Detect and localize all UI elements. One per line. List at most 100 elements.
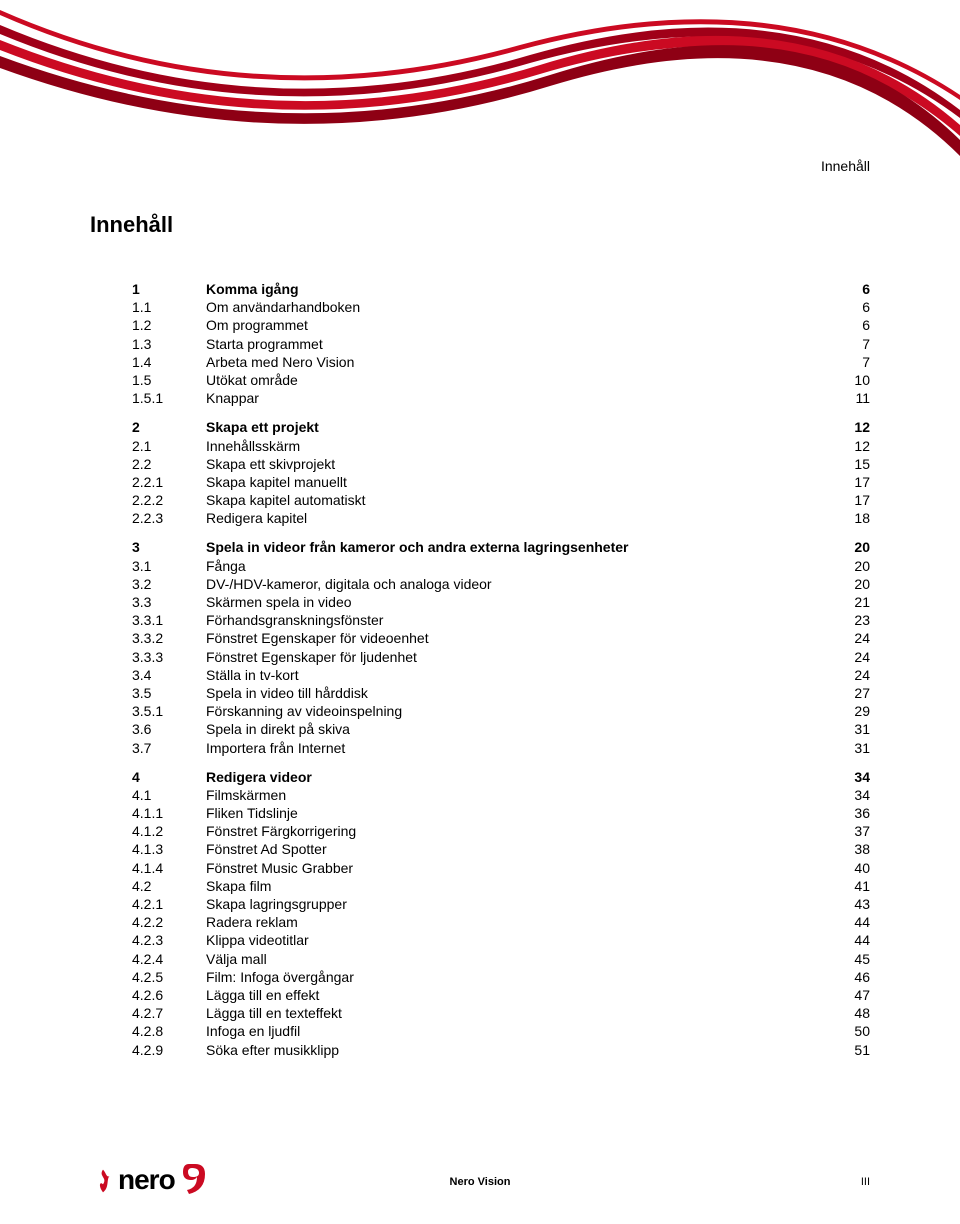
toc-row[interactable]: 4Redigera videor34 (132, 768, 870, 786)
toc-row[interactable]: 2.2.1Skapa kapitel manuellt17 (132, 473, 870, 491)
toc-row[interactable]: 3.3.1Förhandsgranskningsfönster23 (132, 611, 870, 629)
toc-section-title: Ställa in tv-kort (206, 666, 830, 684)
toc-section-title: Fönstret Egenskaper för ljudenhet (206, 648, 830, 666)
toc-section-title: Importera från Internet (206, 739, 830, 757)
toc-section-title: Lägga till en texteffekt (206, 1004, 830, 1022)
toc-row[interactable]: 4.1.2Fönstret Färgkorrigering37 (132, 822, 870, 840)
toc-row[interactable]: 4.2.4Välja mall45 (132, 950, 870, 968)
toc-section-number: 2.2.3 (132, 509, 206, 527)
toc-row[interactable]: 2.2.2Skapa kapitel automatiskt17 (132, 491, 870, 509)
toc-section-number: 4.2.1 (132, 895, 206, 913)
toc-row[interactable]: 1.2Om programmet6 (132, 316, 870, 334)
toc-row[interactable]: 4.2Skapa film41 (132, 877, 870, 895)
toc-row[interactable]: 4.2.8Infoga en ljudfil50 (132, 1022, 870, 1040)
toc-section-title: Spela in direkt på skiva (206, 720, 830, 738)
toc-page-number: 47 (830, 986, 870, 1004)
toc-page-number: 7 (830, 335, 870, 353)
toc-row[interactable]: 2Skapa ett projekt12 (132, 418, 870, 436)
toc-page-number: 50 (830, 1022, 870, 1040)
toc-page-number: 34 (830, 786, 870, 804)
toc-section-title: Utökat område (206, 371, 830, 389)
toc-section-number: 4.2.2 (132, 913, 206, 931)
toc-section-title: Om användarhandboken (206, 298, 830, 316)
toc-section-title: Fönstret Färgkorrigering (206, 822, 830, 840)
toc-page-number: 48 (830, 1004, 870, 1022)
toc-section-number: 3.5 (132, 684, 206, 702)
toc-page-number: 10 (830, 371, 870, 389)
toc-section-number: 2.2.2 (132, 491, 206, 509)
toc-section-number: 1.3 (132, 335, 206, 353)
toc-page-number: 21 (830, 593, 870, 611)
toc-section-title: Skapa kapitel manuellt (206, 473, 830, 491)
page-title: Innehåll (90, 212, 173, 238)
toc-section-number: 4.1.1 (132, 804, 206, 822)
toc-section-title: Film: Infoga övergångar (206, 968, 830, 986)
toc-row[interactable]: 4.1.1Fliken Tidslinje36 (132, 804, 870, 822)
toc-section-title: Fönstret Egenskaper för videoenhet (206, 629, 830, 647)
toc-section-number: 2.1 (132, 437, 206, 455)
toc-row[interactable]: 1.4Arbeta med Nero Vision7 (132, 353, 870, 371)
toc-row[interactable]: 3.3.3Fönstret Egenskaper för ljudenhet24 (132, 648, 870, 666)
toc-section-number: 3.3.2 (132, 629, 206, 647)
toc-row[interactable]: 3.4Ställa in tv-kort24 (132, 666, 870, 684)
toc-row[interactable]: 4.1.4Fönstret Music Grabber40 (132, 859, 870, 877)
toc-section-title: Spela in videor från kameror och andra e… (206, 538, 830, 556)
toc-row[interactable]: 3.1Fånga20 (132, 557, 870, 575)
toc-section-number: 3 (132, 538, 206, 556)
toc-section-number: 1.5 (132, 371, 206, 389)
toc-row[interactable]: 3.5Spela in video till hårddisk27 (132, 684, 870, 702)
toc-section-number: 1.2 (132, 316, 206, 334)
toc-section-title: Skapa ett projekt (206, 418, 830, 436)
toc-row[interactable]: 4.2.1Skapa lagringsgrupper43 (132, 895, 870, 913)
toc-section-title: Arbeta med Nero Vision (206, 353, 830, 371)
toc-page-number: 24 (830, 629, 870, 647)
toc-row[interactable]: 4.1Filmskärmen34 (132, 786, 870, 804)
toc-row[interactable]: 1.3Starta programmet7 (132, 335, 870, 353)
toc-page-number: 17 (830, 491, 870, 509)
toc-row[interactable]: 2.2Skapa ett skivprojekt15 (132, 455, 870, 473)
toc-row[interactable]: 1Komma igång6 (132, 280, 870, 298)
toc-section-title: Fönstret Ad Spotter (206, 840, 830, 858)
toc-section-number: 4.2.6 (132, 986, 206, 1004)
toc-row[interactable]: 1.5Utökat område10 (132, 371, 870, 389)
toc-row[interactable]: 4.2.6Lägga till en effekt47 (132, 986, 870, 1004)
toc-section-number: 2.2 (132, 455, 206, 473)
toc-row[interactable]: 4.2.9Söka efter musikklipp51 (132, 1041, 870, 1059)
toc-row[interactable]: 4.1.3Fönstret Ad Spotter38 (132, 840, 870, 858)
toc-row[interactable]: 3Spela in videor från kameror och andra … (132, 538, 870, 556)
toc-section-title: Klippa videotitlar (206, 931, 830, 949)
toc-page-number: 37 (830, 822, 870, 840)
toc-section-number: 3.3 (132, 593, 206, 611)
toc-row[interactable]: 3.3.2Fönstret Egenskaper för videoenhet2… (132, 629, 870, 647)
toc-row[interactable]: 3.7Importera från Internet31 (132, 739, 870, 757)
toc-row[interactable]: 1.5.1Knappar11 (132, 389, 870, 407)
toc-row[interactable]: 4.2.5Film: Infoga övergångar46 (132, 968, 870, 986)
toc-section-number: 1.4 (132, 353, 206, 371)
toc-section-title: Förhandsgranskningsfönster (206, 611, 830, 629)
toc-row[interactable]: 4.2.7Lägga till en texteffekt48 (132, 1004, 870, 1022)
toc-page-number: 27 (830, 684, 870, 702)
toc-row[interactable]: 3.5.1Förskanning av videoinspelning29 (132, 702, 870, 720)
toc-row[interactable]: 2.1Innehållsskärm12 (132, 437, 870, 455)
toc-row[interactable]: 4.2.2Radera reklam44 (132, 913, 870, 931)
toc-row[interactable]: 1.1Om användarhandboken6 (132, 298, 870, 316)
logo-nine-icon (181, 1162, 211, 1194)
footer-doc-title: Nero Vision (450, 1176, 511, 1188)
toc-page-number: 51 (830, 1041, 870, 1059)
toc-row[interactable]: 2.2.3Redigera kapitel18 (132, 509, 870, 527)
toc-section-number: 3.7 (132, 739, 206, 757)
toc-section-number: 4.2.5 (132, 968, 206, 986)
toc-section-title: Fånga (206, 557, 830, 575)
toc-section-number: 3.3.3 (132, 648, 206, 666)
toc-page-number: 20 (830, 575, 870, 593)
toc-row[interactable]: 3.3Skärmen spela in video21 (132, 593, 870, 611)
toc-row[interactable]: 3.6Spela in direkt på skiva31 (132, 720, 870, 738)
toc-page-number: 6 (830, 280, 870, 298)
toc-row[interactable]: 4.2.3Klippa videotitlar44 (132, 931, 870, 949)
toc-section-number: 4.2.3 (132, 931, 206, 949)
toc-page-number: 40 (830, 859, 870, 877)
toc-page-number: 29 (830, 702, 870, 720)
toc-page-number: 18 (830, 509, 870, 527)
toc-row[interactable]: 3.2DV-/HDV-kameror, digitala och analoga… (132, 575, 870, 593)
toc-section-title: Fliken Tidslinje (206, 804, 830, 822)
